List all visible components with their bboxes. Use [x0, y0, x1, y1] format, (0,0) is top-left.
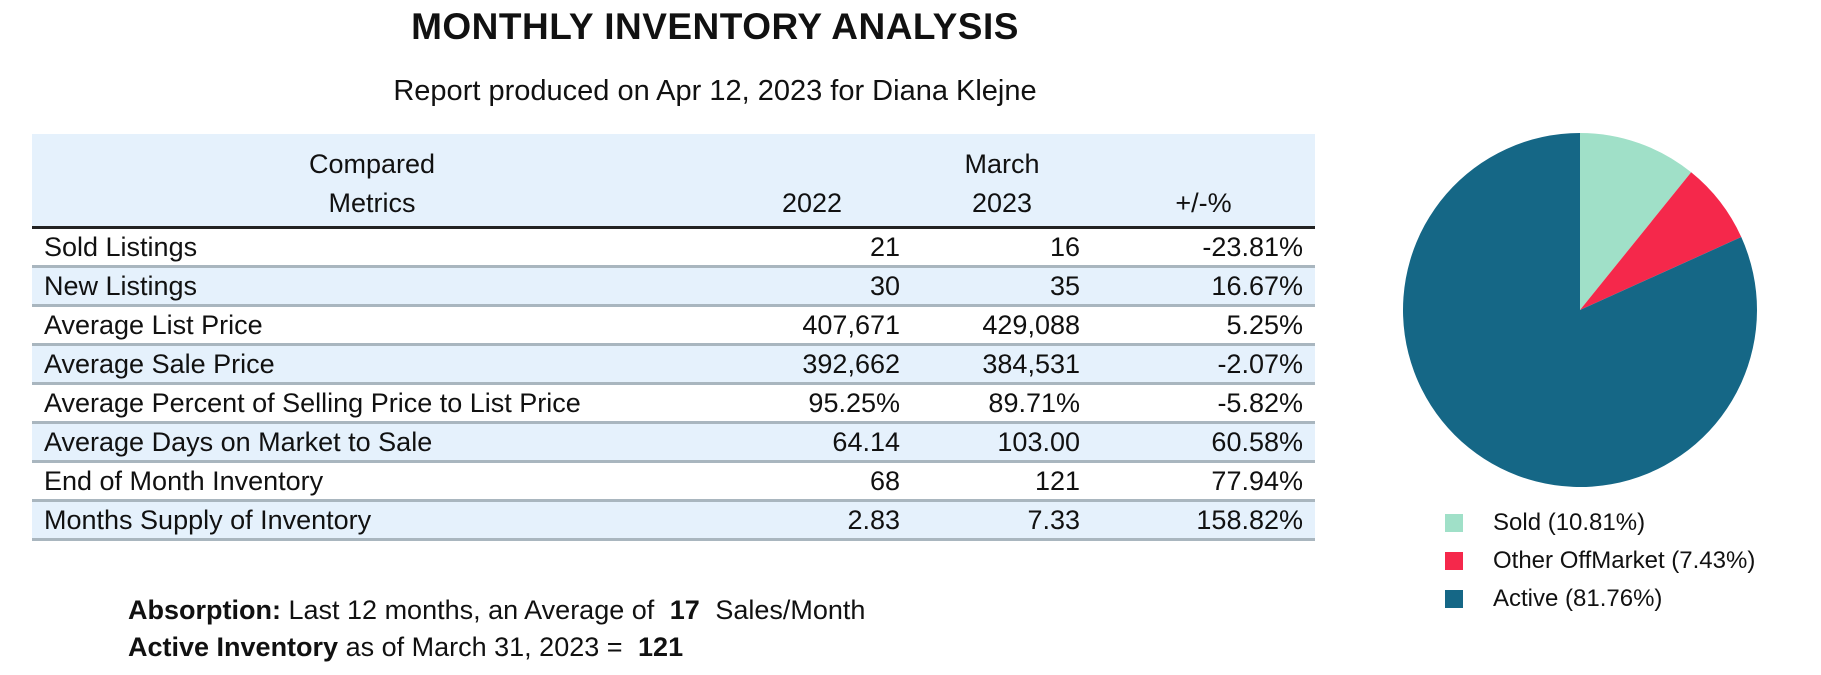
pie-slice-active	[1403, 133, 1757, 487]
pie-slice-other-offmarket	[1580, 172, 1742, 310]
value-2022: 95.25%	[808, 387, 900, 418]
metric-name: Sold Listings	[44, 231, 198, 262]
legend-label: Other OffMarket (7.43%)	[1493, 547, 1756, 574]
value-2022: 21	[869, 231, 900, 262]
summary-block: Absorption: Last 12 months, an Average o…	[128, 592, 865, 666]
table-row: Average Days on Market to Sale 64.14 103…	[32, 422, 1315, 462]
metric-name: Average List Price	[44, 309, 263, 340]
table-header-row-1: Compared March	[32, 134, 1315, 180]
metric-name: New Listings	[44, 270, 198, 301]
value-2023: 103.00	[997, 426, 1080, 457]
value-2022: 30	[869, 270, 900, 301]
legend-swatch	[1445, 552, 1463, 570]
table-row: New Listings 30 35 16.67%	[32, 266, 1315, 306]
table-row: Sold Listings 21 16 -23.81%	[32, 228, 1315, 267]
legend-swatch	[1445, 590, 1463, 608]
legend-item-active: Active (81.76%)	[1445, 580, 1755, 618]
metric-name: End of Month Inventory	[44, 465, 324, 496]
value-2022: 64.14	[832, 426, 900, 457]
header-march: March	[964, 149, 1040, 179]
value-2023: 121	[1034, 465, 1080, 496]
legend-swatch	[1445, 514, 1463, 532]
active-inventory-value: 121	[638, 632, 684, 662]
value-2022: 2.83	[847, 504, 900, 535]
table-row: Average List Price 407,671 429,088 5.25%	[32, 306, 1315, 345]
table-header-row-2: Metrics 2022 2023 +/-%	[32, 180, 1315, 229]
header-2022: 2022	[712, 180, 912, 229]
absorption-unit: Sales/Month	[715, 595, 866, 625]
metric-name: Average Percent of Selling Price to List…	[44, 387, 581, 418]
table-row: Average Percent of Selling Price to List…	[32, 384, 1315, 423]
active-inventory-label: Active Inventory	[128, 632, 339, 662]
legend-item-sold: Sold (10.81%)	[1445, 504, 1755, 542]
value-change: 60.58%	[1211, 426, 1303, 457]
pie-slice-sold	[1580, 133, 1692, 310]
value-change: -23.81%	[1202, 231, 1303, 262]
value-2023: 429,088	[982, 309, 1080, 340]
absorption-line: Absorption: Last 12 months, an Average o…	[128, 592, 865, 629]
value-change: -2.07%	[1217, 348, 1303, 379]
metric-name: Average Days on Market to Sale	[44, 426, 433, 457]
table-row: Average Sale Price 392,662 384,531 -2.07…	[32, 344, 1315, 384]
value-2022: 68	[869, 465, 900, 496]
table-row: End of Month Inventory 68 121 77.94%	[32, 462, 1315, 501]
value-2023: 384,531	[982, 348, 1080, 379]
value-change: -5.82%	[1217, 387, 1303, 418]
active-inventory-text: as of March 31, 2023 =	[345, 632, 623, 662]
absorption-value: 17	[669, 595, 700, 625]
absorption-label: Absorption:	[128, 595, 281, 625]
report-title: MONTHLY INVENTORY ANALYSIS	[411, 6, 1019, 47]
header-2023: 2023	[912, 180, 1092, 229]
absorption-text: Last 12 months, an Average of	[288, 595, 655, 625]
value-change: 5.25%	[1226, 309, 1303, 340]
value-2023: 89.71%	[988, 387, 1080, 418]
value-2023: 16	[1049, 231, 1080, 262]
active-inventory-line: Active Inventory as of March 31, 2023 = …	[128, 629, 865, 666]
inventory-pie-chart	[1403, 133, 1757, 487]
metric-name: Months Supply of Inventory	[44, 504, 372, 535]
value-2022: 407,671	[802, 309, 900, 340]
value-change: 16.67%	[1211, 270, 1303, 301]
metrics-table: Compared March Metrics 2022 2023 +/-% So…	[32, 134, 1315, 541]
header-metrics: Metrics	[32, 180, 712, 229]
value-change: 77.94%	[1211, 465, 1303, 496]
pie-legend: Sold (10.81%) Other OffMarket (7.43%) Ac…	[1445, 504, 1755, 618]
value-change: 158.82%	[1196, 504, 1303, 535]
value-2022: 392,662	[802, 348, 900, 379]
legend-label: Sold (10.81%)	[1493, 509, 1646, 536]
value-2023: 7.33	[1027, 504, 1080, 535]
legend-item-other-offmarket: Other OffMarket (7.43%)	[1445, 542, 1755, 580]
report-subtitle: Report produced on Apr 12, 2023 for Dian…	[393, 75, 1037, 107]
legend-label: Active (81.76%)	[1493, 585, 1663, 612]
header-compared: Compared	[308, 149, 436, 179]
table-row: Months Supply of Inventory 2.83 7.33 158…	[32, 500, 1315, 540]
header-change: +/-%	[1092, 180, 1315, 229]
metric-name: Average Sale Price	[44, 348, 275, 379]
value-2023: 35	[1049, 270, 1080, 301]
